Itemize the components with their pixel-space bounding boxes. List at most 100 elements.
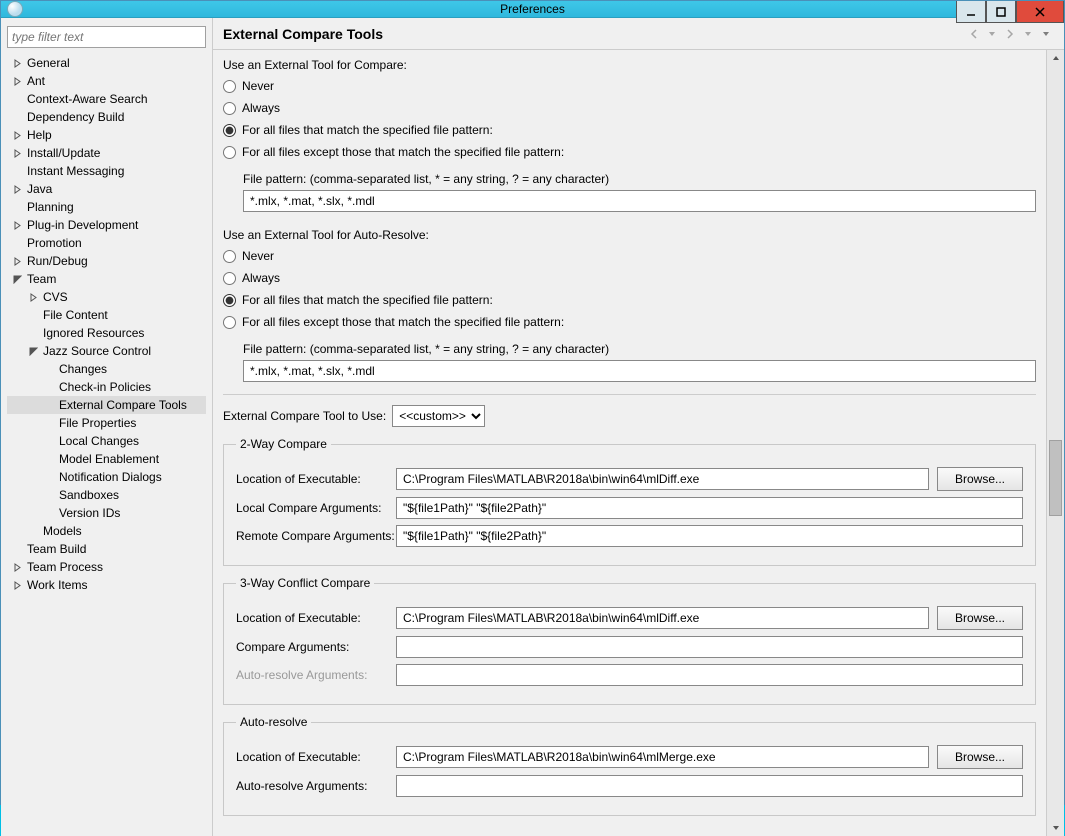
tree-item[interactable]: Help <box>7 126 206 144</box>
two-way-local-args-input[interactable] <box>396 497 1023 519</box>
nav-fwd-dd-icon[interactable] <box>1020 26 1036 42</box>
tree-item[interactable]: General <box>7 54 206 72</box>
minimize-button[interactable] <box>956 1 986 23</box>
scroll-up-icon[interactable] <box>1047 50 1064 66</box>
three-way-auto-args-input[interactable] <box>396 664 1023 686</box>
spacer <box>11 111 23 123</box>
radio-option[interactable]: Always <box>223 268 1036 288</box>
tree-item[interactable]: Local Changes <box>7 432 206 450</box>
tree-item[interactable]: Team Build <box>7 540 206 558</box>
collapse-icon[interactable] <box>27 345 39 357</box>
vertical-scrollbar[interactable] <box>1046 50 1064 836</box>
three-way-legend: 3-Way Conflict Compare <box>236 576 374 590</box>
radio-input[interactable] <box>223 272 236 285</box>
tree-item[interactable]: Instant Messaging <box>7 162 206 180</box>
expand-icon[interactable] <box>11 255 23 267</box>
tree-item-label: Jazz Source Control <box>41 344 153 358</box>
expand-icon[interactable] <box>27 291 39 303</box>
expand-icon[interactable] <box>11 75 23 87</box>
spacer <box>43 435 55 447</box>
tree-item[interactable]: File Properties <box>7 414 206 432</box>
radio-option[interactable]: For all files that match the specified f… <box>223 290 1036 310</box>
tree-item[interactable]: Jazz Source Control <box>7 342 206 360</box>
expand-icon[interactable] <box>11 129 23 141</box>
auto-resolve-browse-button[interactable]: Browse... <box>937 745 1023 769</box>
maximize-button[interactable] <box>986 1 1016 23</box>
two-way-browse-button[interactable]: Browse... <box>937 467 1023 491</box>
tree-item[interactable]: Java <box>7 180 206 198</box>
tree-item[interactable]: Models <box>7 522 206 540</box>
radio-option[interactable]: Always <box>223 98 1036 118</box>
radio-input[interactable] <box>223 250 236 263</box>
radio-option[interactable]: For all files that match the specified f… <box>223 120 1036 140</box>
collapse-icon[interactable] <box>11 273 23 285</box>
radio-input[interactable] <box>223 316 236 329</box>
three-way-auto-args-label: Auto-resolve Arguments: <box>236 668 396 682</box>
three-way-cmp-args-input[interactable] <box>396 636 1023 658</box>
tree-item[interactable]: Team <box>7 270 206 288</box>
expand-icon[interactable] <box>11 219 23 231</box>
content-wrap: Use an External Tool for Compare: NeverA… <box>213 50 1064 836</box>
tree-item[interactable]: External Compare Tools <box>7 396 206 414</box>
expand-icon[interactable] <box>11 579 23 591</box>
tree-item[interactable]: Ignored Resources <box>7 324 206 342</box>
tree-item[interactable]: Planning <box>7 198 206 216</box>
auto-resolve-args-input[interactable] <box>396 775 1023 797</box>
nav-back-dd-icon[interactable] <box>984 26 1000 42</box>
auto-resolve-exec-input[interactable] <box>396 746 929 768</box>
nav-back-icon[interactable] <box>966 26 982 42</box>
nav-fwd-icon[interactable] <box>1002 26 1018 42</box>
radio-input[interactable] <box>223 102 236 115</box>
sidebar: GeneralAntContext-Aware SearchDependency… <box>1 18 213 836</box>
spacer <box>11 237 23 249</box>
compare-heading: Use an External Tool for Compare: <box>223 58 1036 72</box>
auto-pattern-input[interactable] <box>243 360 1036 382</box>
radio-input[interactable] <box>223 294 236 307</box>
tree-item[interactable]: Promotion <box>7 234 206 252</box>
nav-menu-icon[interactable] <box>1038 26 1054 42</box>
compare-pattern-input[interactable] <box>243 190 1036 212</box>
tree-item[interactable]: Sandboxes <box>7 486 206 504</box>
radio-option[interactable]: Never <box>223 246 1036 266</box>
radio-input[interactable] <box>223 80 236 93</box>
expand-icon[interactable] <box>11 561 23 573</box>
tree-item[interactable]: Team Process <box>7 558 206 576</box>
tree-item-label: Check-in Policies <box>57 380 153 394</box>
tree-item[interactable]: File Content <box>7 306 206 324</box>
expand-icon[interactable] <box>11 183 23 195</box>
radio-option[interactable]: Never <box>223 76 1036 96</box>
tree-item[interactable]: Plug-in Development <box>7 216 206 234</box>
radio-input[interactable] <box>223 146 236 159</box>
radio-option[interactable]: For all files except those that match th… <box>223 142 1036 162</box>
two-way-exec-input[interactable] <box>396 468 929 490</box>
radio-input[interactable] <box>223 124 236 137</box>
tree-item[interactable]: CVS <box>7 288 206 306</box>
tree-item[interactable]: Model Enablement <box>7 450 206 468</box>
spacer <box>27 327 39 339</box>
tree-item[interactable]: Ant <box>7 72 206 90</box>
expand-icon[interactable] <box>11 147 23 159</box>
two-way-remote-args-input[interactable] <box>396 525 1023 547</box>
tree-item[interactable]: Context-Aware Search <box>7 90 206 108</box>
tool-select[interactable]: <<custom>> <box>392 405 485 427</box>
filter-input[interactable] <box>7 26 206 48</box>
tree-item[interactable]: Dependency Build <box>7 108 206 126</box>
tree-item[interactable]: Run/Debug <box>7 252 206 270</box>
radio-option[interactable]: For all files except those that match th… <box>223 312 1036 332</box>
spacer <box>43 417 55 429</box>
tree-item[interactable]: Install/Update <box>7 144 206 162</box>
compare-pattern-label: File pattern: (comma-separated list, * =… <box>243 172 1036 186</box>
scroll-down-icon[interactable] <box>1047 820 1064 836</box>
two-way-legend: 2-Way Compare <box>236 437 331 451</box>
tree-item[interactable]: Changes <box>7 360 206 378</box>
three-way-browse-button[interactable]: Browse... <box>937 606 1023 630</box>
close-button[interactable] <box>1016 1 1064 23</box>
tree-item[interactable]: Work Items <box>7 576 206 594</box>
tree-item[interactable]: Check-in Policies <box>7 378 206 396</box>
tree-item[interactable]: Notification Dialogs <box>7 468 206 486</box>
tree-item[interactable]: Version IDs <box>7 504 206 522</box>
preferences-window: Preferences GeneralAntContext-Aware Sear… <box>0 0 1065 805</box>
scroll-thumb[interactable] <box>1049 440 1062 516</box>
three-way-exec-input[interactable] <box>396 607 929 629</box>
expand-icon[interactable] <box>11 57 23 69</box>
